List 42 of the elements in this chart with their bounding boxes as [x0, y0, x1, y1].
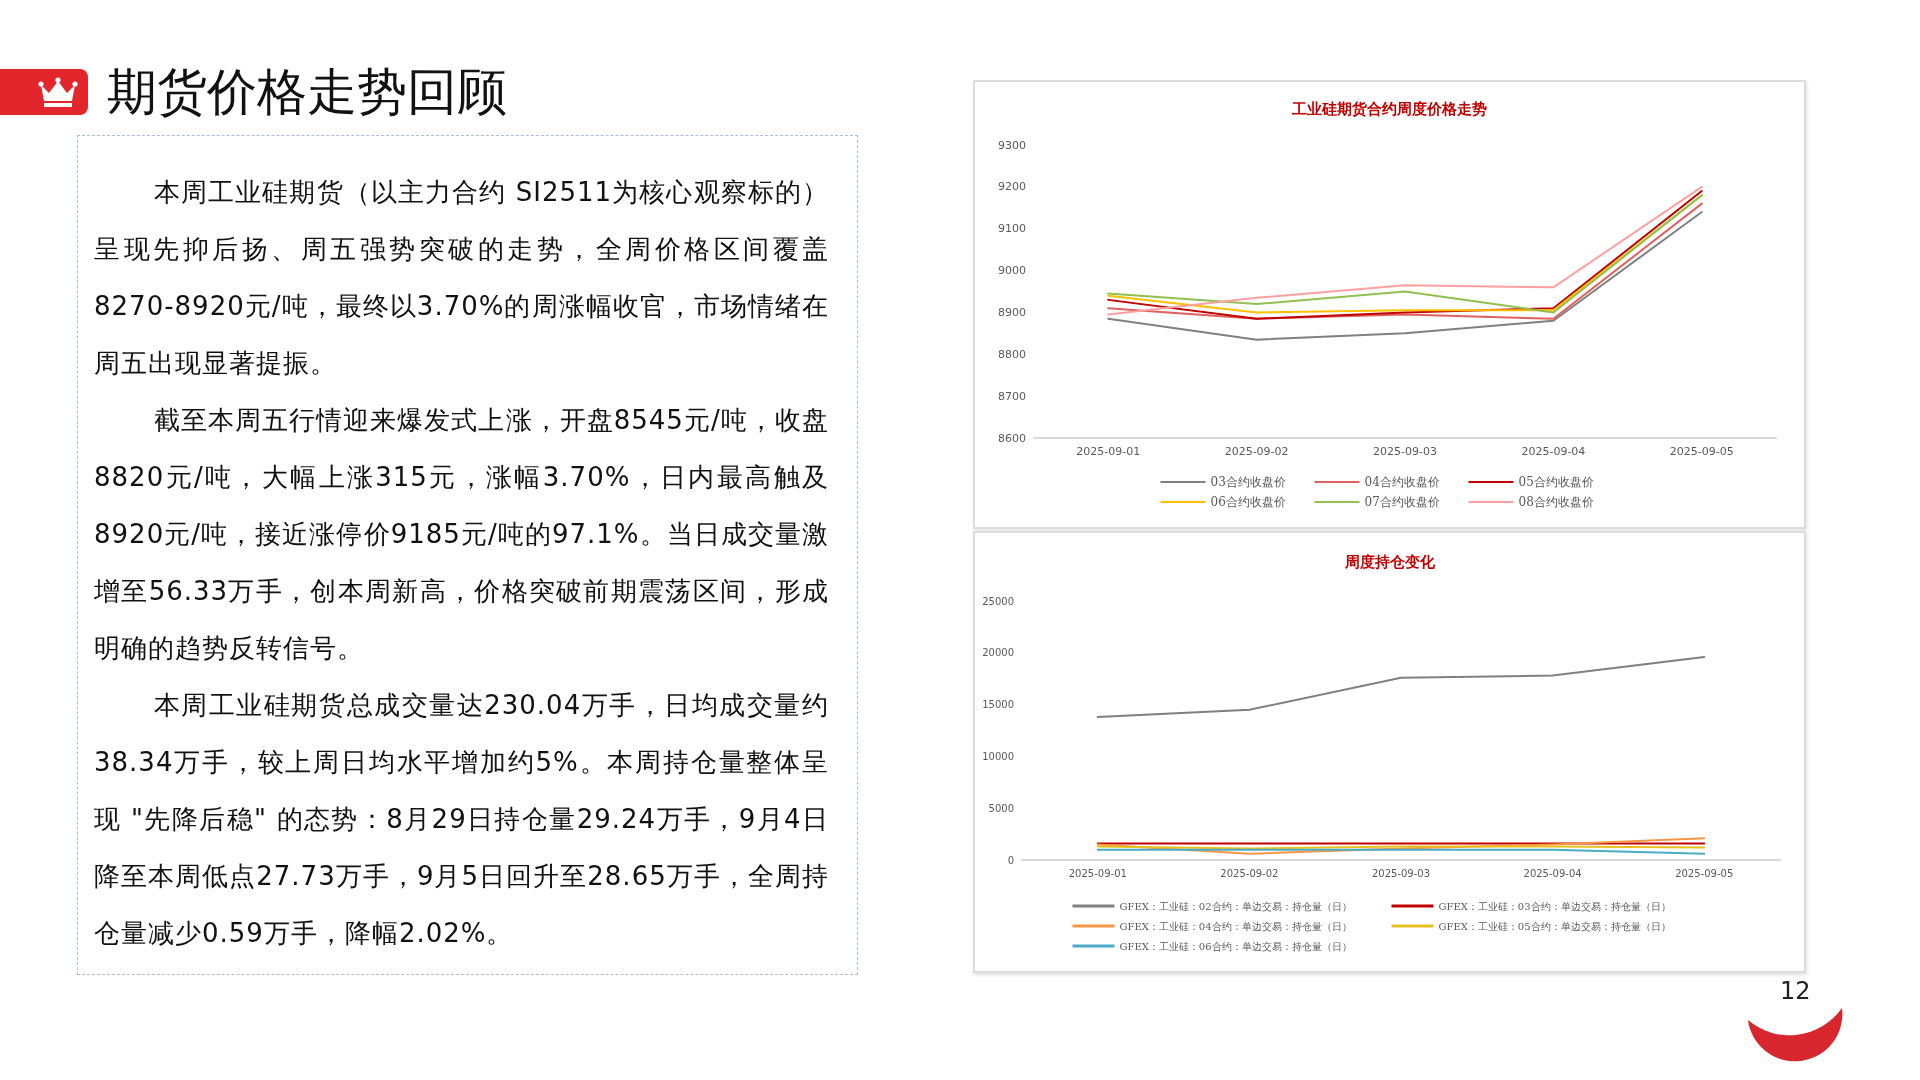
- x-tick-label: 2025-09-04: [1523, 867, 1582, 879]
- legend-label: GFEX：工业硅：05合约：单边交易：持仓量（日）: [1438, 920, 1671, 932]
- y-tick-label: 9000: [998, 264, 1026, 278]
- y-tick-label: 25000: [982, 595, 1014, 607]
- y-tick-label: 8900: [998, 305, 1026, 319]
- y-tick-label: 9200: [998, 180, 1026, 194]
- legend-label: GFEX：工业硅：03合约：单边交易：持仓量（日）: [1438, 900, 1671, 912]
- y-tick-label: 9300: [998, 138, 1026, 152]
- legend-label: 04合约收盘价: [1364, 475, 1440, 489]
- y-tick-label: 8800: [998, 347, 1026, 361]
- text: 12: [1780, 977, 1811, 1005]
- y-tick-label: 15000: [982, 699, 1014, 711]
- y-tick-label: 0: [1007, 854, 1014, 866]
- x-tick-label: 2025-09-05: [1669, 445, 1734, 458]
- x-tick-label: 2025-09-02: [1224, 445, 1289, 458]
- legend-label: GFEX：工业硅：04合约：单边交易：持仓量（日）: [1119, 920, 1352, 932]
- legend-label: 03合约收盘价: [1210, 475, 1286, 489]
- legend-label: 08合约收盘价: [1518, 495, 1594, 509]
- x-tick-label: 2025-09-01: [1076, 445, 1141, 458]
- text: 期货价格走势回顾: [107, 62, 507, 122]
- x-tick-label: 2025-09-03: [1373, 445, 1437, 458]
- x-tick-label: 2025-09-04: [1521, 445, 1586, 458]
- x-tick-label: 2025-09-01: [1068, 867, 1127, 879]
- legend-label: GFEX：工业硅：02合约：单边交易：持仓量（日）: [1119, 900, 1352, 912]
- y-tick-label: 10000: [982, 750, 1014, 762]
- legend-label: 07合约收盘价: [1364, 495, 1440, 509]
- text-frame: 本周工业硅期货（以主力合约 SI2511为核心观察标的）呈现先抑后扬、周五强势突破的走势，全周价格区间覆盖 8270-8920元/吨，最终以3.70%的周涨幅收官，市场情绪在周五出现显著提振。 截至本周五行情迎来爆发式上涨，开盘8545元/吨，收盘8820元/吨，大幅上涨315元，涨幅3.70%，日内最高触及8920元/吨，接近涨停价9185元/吨的97.1%。当日成交量激增至56.33万手，创本周新高，价格突破前期震荡区间，形成明确的趋势反转信号。 本周工业硅期货总成交量达230.04万手，日均成交量约38.34万手，较上周日均水平增加约5%。本周持仓量整体呈现 "先降后稳" 的态势：8月29日持仓量29.24万手，9月4日降至本周低点27.73万手，9月5日回升至28.65万手，全周持仓量减少0.59万手，降幅2.02%。: [77, 135, 858, 975]
- y-tick-label: 8600: [998, 431, 1026, 445]
- x-tick-label: 2025-09-03: [1371, 867, 1431, 879]
- line-series: [1107, 210, 1703, 341]
- legend-label: GFEX：工业硅：06合约：单边交易：持仓量（日）: [1119, 940, 1352, 952]
- chart-title: 周度持仓变化: [1343, 552, 1436, 571]
- line-series: [1096, 655, 1706, 719]
- y-tick-label: 5000: [988, 802, 1014, 814]
- x-tick-label: 2025-09-02: [1220, 867, 1279, 879]
- legend-label: 06合约收盘价: [1210, 495, 1286, 509]
- legend-label: 05合约收盘价: [1518, 475, 1594, 489]
- y-tick-label: 9100: [998, 222, 1026, 236]
- x-tick-label: 2025-09-05: [1675, 867, 1734, 879]
- y-tick-label: 8700: [998, 389, 1026, 403]
- y-tick-label: 20000: [982, 647, 1014, 659]
- chart-title: 工业硅期货合约周度价格走势: [1291, 99, 1487, 118]
